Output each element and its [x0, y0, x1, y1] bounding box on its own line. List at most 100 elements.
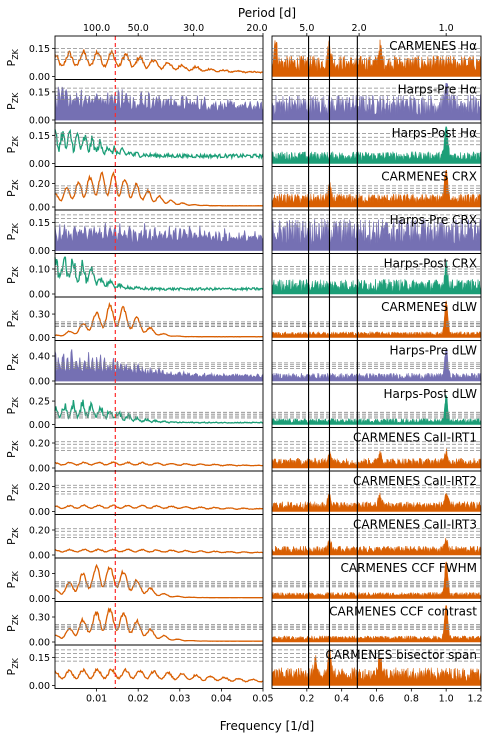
left-xtick-label-4: 0.05	[252, 694, 273, 705]
panel-title-0: CARMENES Hα	[389, 39, 477, 53]
right-trace-2	[271, 126, 482, 164]
panel-title-10: CARMENES CaII-IRT2	[353, 474, 477, 488]
panel-title-8: Harps-Post dLW	[384, 387, 478, 401]
ytick-label-2-0: 0.15	[29, 131, 50, 142]
ytick-label-13-0: 0.30	[29, 613, 50, 624]
ytick-label-10-0: 0.20	[29, 482, 50, 493]
right-trace-7	[271, 348, 482, 382]
panel-title-9: CARMENES CaII-IRT1	[353, 431, 477, 445]
left-trace-1	[54, 86, 264, 121]
ytick-label-14-1: 0.00	[29, 681, 50, 692]
bottom-axis-title: Frequency [1/d]	[220, 719, 314, 733]
left-top-tick-label-0: 100.0	[83, 23, 110, 34]
right-trace-10	[271, 492, 482, 512]
left-trace-12	[54, 563, 263, 599]
left-trace-14	[54, 667, 264, 683]
reference-lines	[114, 36, 358, 689]
left-trace-4	[54, 223, 264, 251]
ytick-label-5-0: 0.10	[29, 265, 50, 276]
left-trace-8	[54, 399, 264, 424]
ytick-label-9-0: 0.20	[29, 439, 50, 450]
right-xtick-label-0: 0.2	[299, 694, 314, 705]
right-top-tick-label-0: 5.0	[299, 23, 314, 34]
left-trace-0	[54, 49, 263, 74]
y-axis-label-5: PZK	[5, 266, 20, 284]
y-axis-label-2: PZK	[5, 135, 20, 153]
ytick-label-13-1: 0.00	[29, 638, 50, 649]
periodogram-traces	[54, 39, 482, 686]
y-axis-label-9: PZK	[5, 440, 20, 458]
right-top-tick-label-1: 2.0	[352, 23, 367, 34]
right-trace-8	[271, 394, 482, 425]
left-trace-10	[55, 504, 264, 510]
left-xtick-label-1: 0.02	[128, 694, 149, 705]
y-axis-label-subscript: ZK	[11, 179, 20, 190]
y-axis-label-subscript: ZK	[11, 353, 20, 364]
ytick-label-5-1: 0.00	[29, 290, 50, 301]
y-axis-label-subscript: ZK	[11, 440, 20, 451]
right-xtick-label-5: 1.2	[467, 694, 482, 705]
y-axis-label-subscript: ZK	[11, 92, 20, 103]
left-top-tick-label-3: 20.0	[246, 23, 267, 34]
right-xtick-label-3: 0.8	[404, 694, 419, 705]
right-top-tick-label-2: 1.0	[439, 23, 454, 34]
panel-title-14: CARMENES bisector span	[325, 648, 477, 662]
y-axis-label-subscript: ZK	[11, 657, 20, 668]
left-xtick-label-3: 0.04	[211, 694, 232, 705]
ytick-label-8-1: 0.00	[29, 420, 50, 431]
y-axis-label-subscript: ZK	[11, 222, 20, 233]
y-axis-label-11: PZK	[5, 527, 20, 545]
y-axis-label-12: PZK	[5, 570, 20, 588]
ytick-label-3-1: 0.00	[29, 203, 50, 214]
left-trace-7	[54, 349, 264, 382]
y-axis-label-8: PZK	[5, 396, 20, 414]
right-trace-1	[271, 83, 482, 121]
ytick-label-1-1: 0.00	[29, 116, 50, 127]
right-xtick-label-1: 0.4	[334, 694, 349, 705]
ytick-label-11-1: 0.00	[29, 551, 50, 562]
panel-title-11: CARMENES CaII-IRT3	[353, 518, 477, 532]
panel-title-7: Harps-Pre dLW	[390, 344, 478, 358]
left-xtick-label-0: 0.01	[86, 694, 107, 705]
ytick-label-14-0: 0.15	[29, 653, 50, 664]
y-axis-label-subscript: ZK	[11, 135, 20, 146]
panel-title-2: Harps-Post Hα	[392, 126, 477, 140]
left-panel-frame-8	[54, 383, 264, 428]
right-trace-4	[271, 218, 482, 251]
panel-frames	[52, 33, 482, 692]
right-xtick-label-4: 1.0	[439, 694, 454, 705]
y-axis-label-subscript: ZK	[11, 527, 20, 538]
axis-text: 0.15 0.00 PZK CARMENES Hα 0.15 0.00 PZK Harps-P…	[5, 23, 483, 705]
y-axis-label-7: PZK	[5, 353, 20, 371]
y-axis-label-subscript: ZK	[11, 396, 20, 407]
right-trace-11	[271, 537, 482, 556]
top-axis-title: Period [d]	[238, 6, 296, 20]
left-xtick-label-2: 0.03	[169, 694, 190, 705]
ytick-label-10-1: 0.00	[29, 507, 50, 518]
panel-title-12: CARMENES CCF FWHM	[341, 561, 477, 575]
panel-title-13: CARMENES CCF contrast	[329, 605, 477, 619]
left-trace-9	[54, 460, 264, 467]
ytick-label-12-0: 0.30	[29, 569, 50, 580]
left-trace-11	[54, 548, 264, 554]
y-axis-label-10: PZK	[5, 483, 20, 501]
y-axis-label-6: PZK	[5, 309, 20, 327]
right-xtick-label-2: 0.6	[369, 694, 384, 705]
right-trace-9	[271, 448, 482, 469]
ytick-label-2-1: 0.00	[29, 159, 50, 170]
ytick-label-6-1: 0.00	[29, 333, 50, 344]
ytick-label-4-1: 0.00	[29, 246, 50, 257]
ytick-label-4-0: 0.15	[29, 218, 50, 229]
right-trace-14	[271, 648, 482, 686]
panel-title-3: CARMENES CRX	[381, 170, 477, 184]
y-axis-label-13: PZK	[5, 614, 20, 632]
ytick-label-0-0: 0.15	[29, 44, 50, 55]
ytick-label-0-1: 0.00	[29, 72, 50, 83]
y-axis-label-subscript: ZK	[11, 483, 20, 494]
left-top-tick-label-2: 30.0	[183, 23, 204, 34]
left-trace-5	[54, 256, 264, 292]
y-axis-label-4: PZK	[5, 222, 20, 240]
ytick-label-12-1: 0.00	[29, 594, 50, 605]
right-trace-3	[271, 170, 482, 208]
